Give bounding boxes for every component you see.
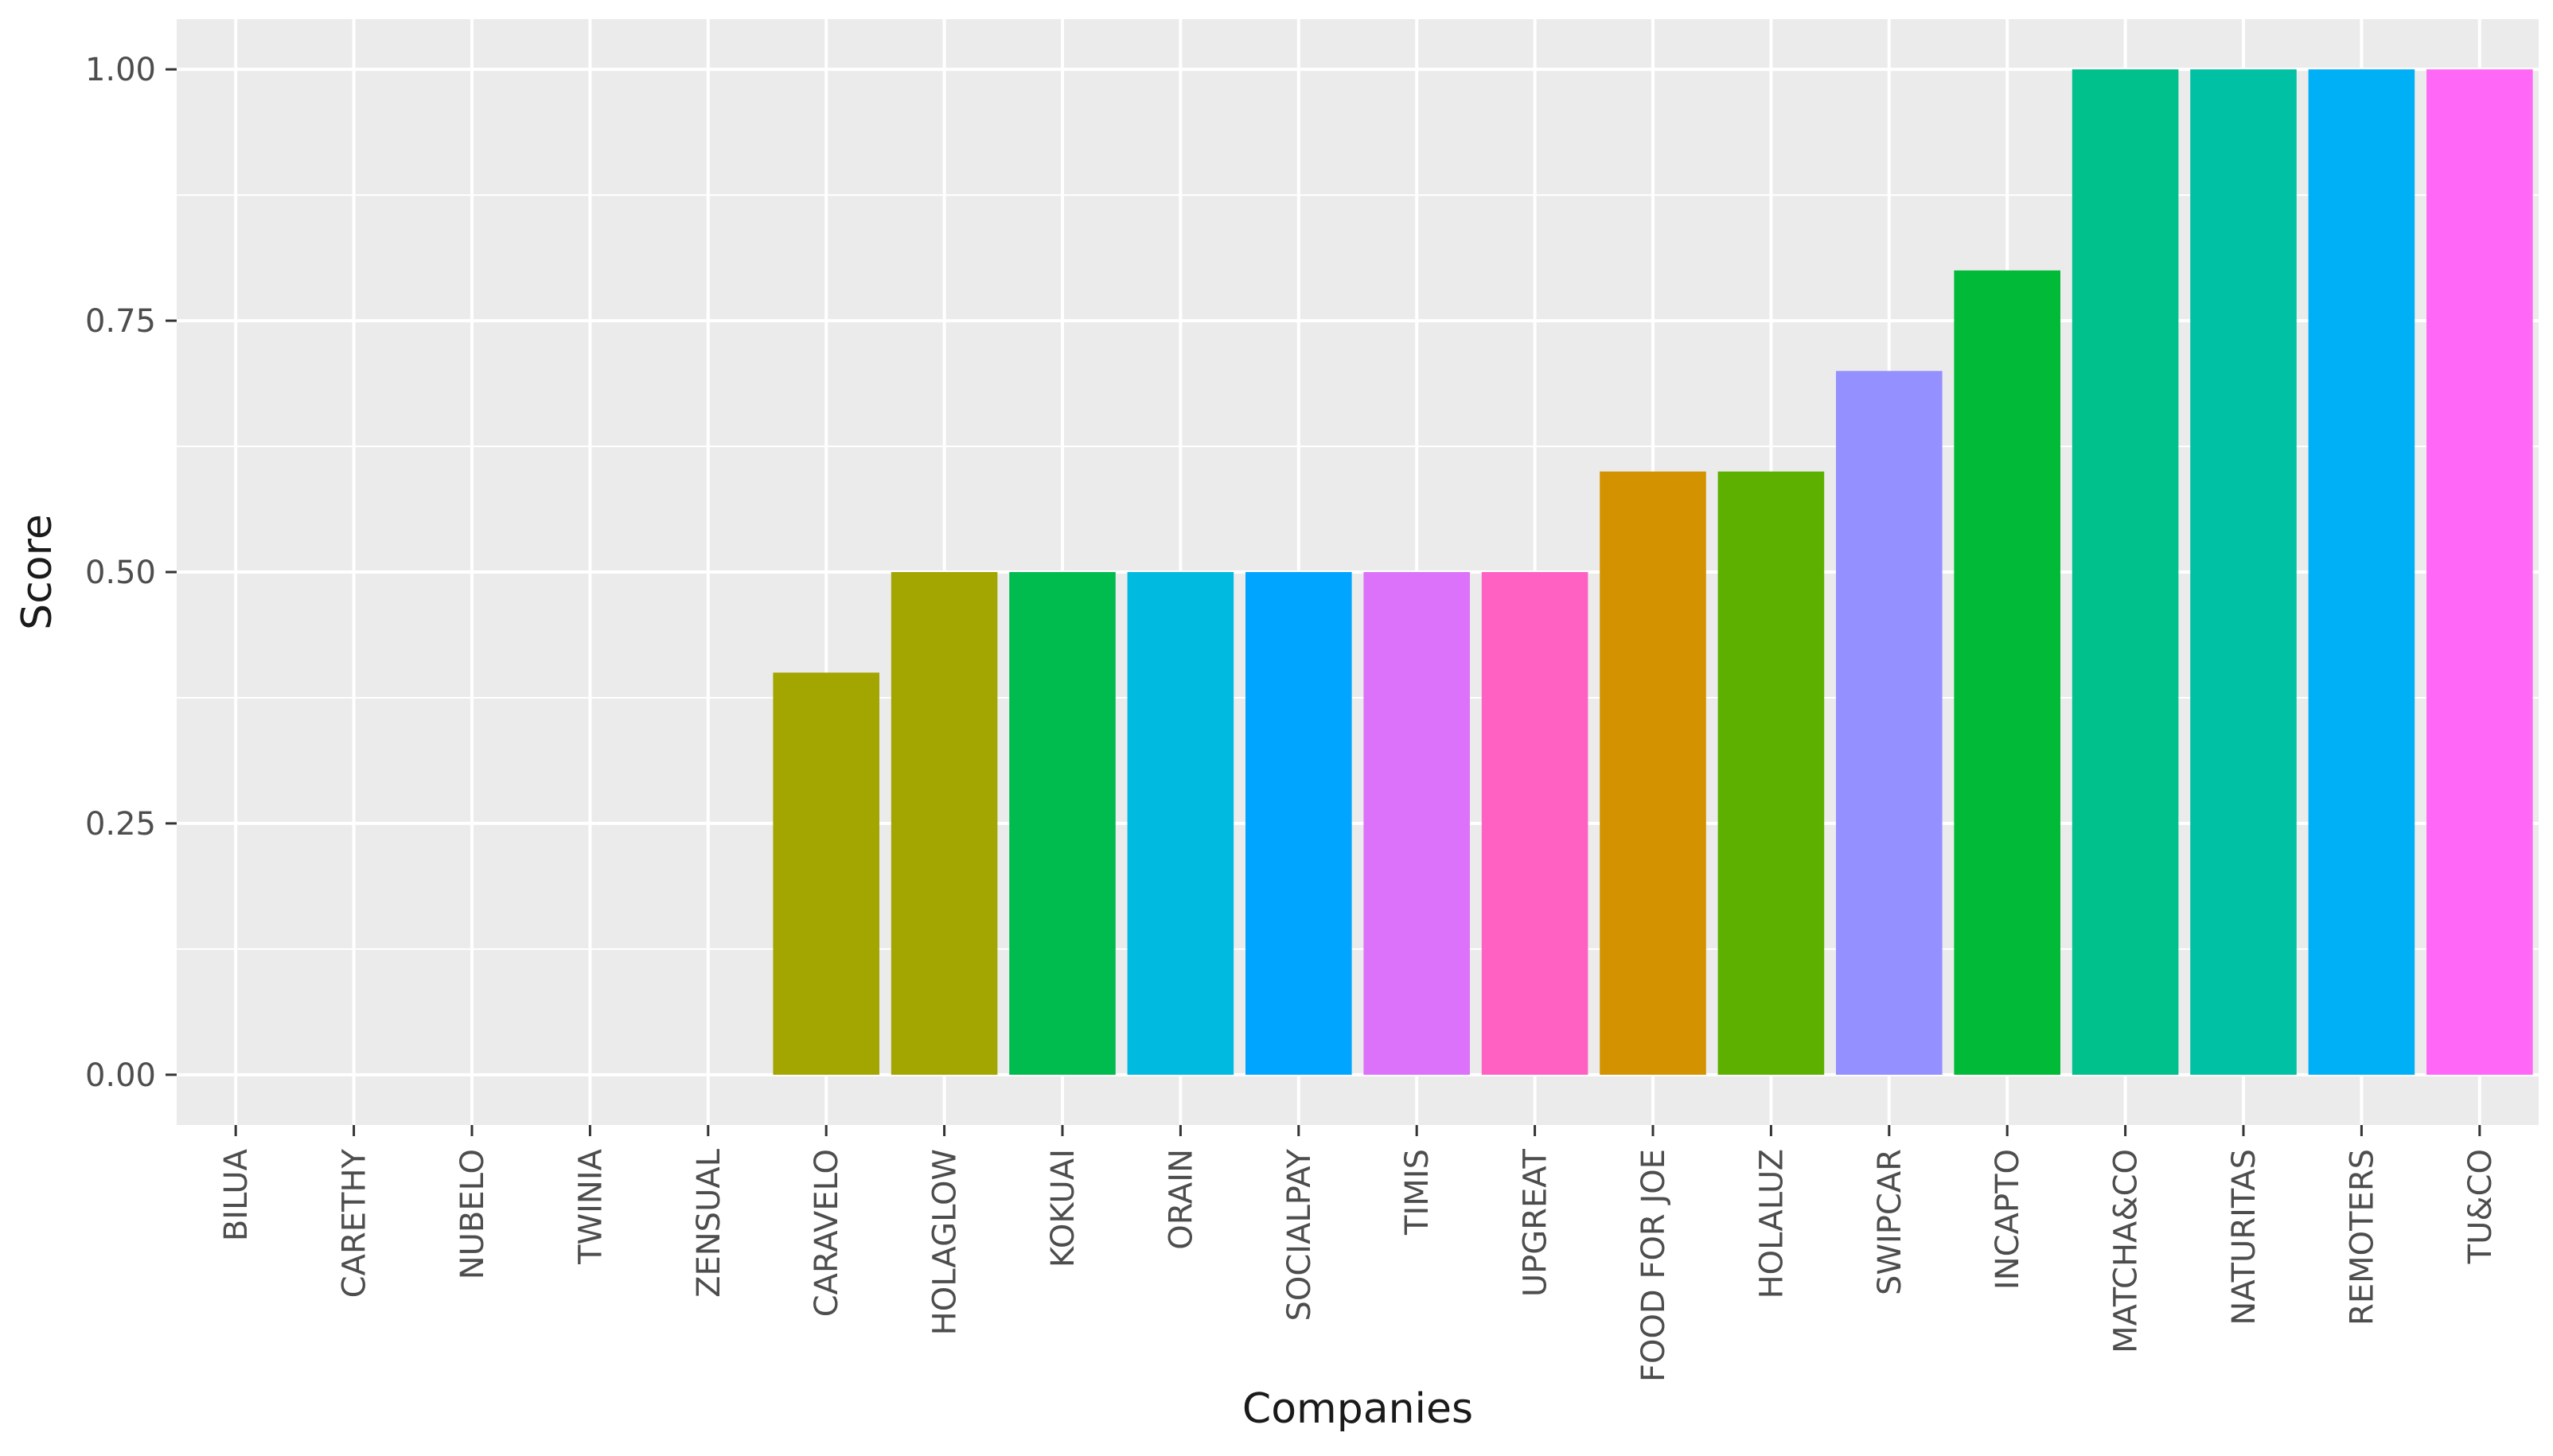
y-axis-title: Score (14, 514, 61, 630)
x-tick-label: HOLALUZ (1753, 1149, 1790, 1298)
x-tick-label: INCAPTO (1990, 1149, 2026, 1290)
x-tick-label: MATCHA&CO (2108, 1149, 2145, 1353)
x-tick-label: REMOTERS (2344, 1149, 2380, 1326)
bar-tu-co (2426, 69, 2533, 1075)
bar-holaglow (891, 572, 998, 1075)
x-tick-label: KOKUAI (1045, 1149, 1082, 1267)
y-axis: 0.00 0.25 0.50 0.75 1.00 (85, 52, 177, 1094)
x-tick-label: HOLAGLOW (927, 1149, 964, 1335)
x-tick-label: TU&CO (2462, 1149, 2499, 1264)
x-tick-label: ORAIN (1163, 1149, 1199, 1250)
bar-incapto (1954, 270, 2060, 1075)
bar-naturitas (2190, 69, 2297, 1075)
bar-socialpay (1245, 572, 1352, 1075)
bars (773, 69, 2533, 1075)
x-tick-label: ZENSUAL (691, 1148, 727, 1298)
y-tick-label: 0.25 (85, 806, 156, 843)
x-tick-label: SOCIALPAY (1281, 1148, 1318, 1321)
bar-remoters (2308, 69, 2415, 1075)
x-tick-label: TIMIS (1399, 1149, 1436, 1236)
bar-orain (1127, 572, 1234, 1075)
bar-swipcar (1836, 371, 1943, 1075)
bar-holaluz (1717, 471, 1825, 1075)
bar-caravelo (773, 672, 879, 1075)
x-tick-label: CARETHY (337, 1148, 373, 1298)
y-tick-label: 0.75 (85, 303, 156, 340)
y-tick-label: 0.00 (85, 1057, 156, 1094)
bar-matcha-co (2072, 69, 2179, 1075)
x-tick-label: BILUA (218, 1148, 255, 1241)
x-tick-label: NUBELO (454, 1149, 491, 1279)
x-tick-label: UPGREAT (1518, 1148, 1554, 1297)
x-tick-label: SWIPCAR (1872, 1149, 1908, 1295)
y-tick-label: 0.50 (85, 555, 156, 591)
bar-kokuai (1009, 572, 1116, 1075)
x-axis-title: Companies (1242, 1385, 1473, 1433)
x-axis: BILUA CARETHY NUBELO TWINIA ZENSUAL CARAVELO H… (218, 1125, 2499, 1382)
x-tick-label: TWINIA (572, 1148, 609, 1265)
x-tick-label: FOOD FOR JOE (1635, 1149, 1672, 1382)
bar-timis (1363, 572, 1470, 1075)
x-tick-label: CARAVELO (809, 1149, 845, 1317)
bar-upgreat (1481, 572, 1588, 1075)
x-tick-label: NATURITAS (2226, 1149, 2263, 1326)
bar-food-for-joe (1600, 471, 1706, 1075)
y-tick-label: 1.00 (85, 52, 156, 88)
